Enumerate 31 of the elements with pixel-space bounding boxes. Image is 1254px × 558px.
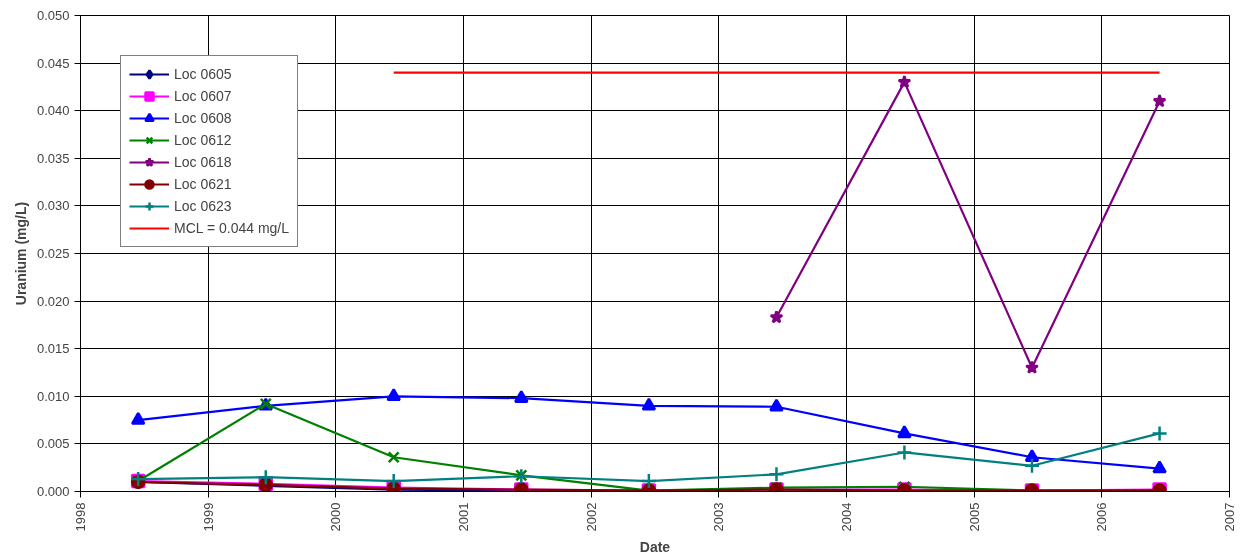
x-tick-label: 2003	[711, 502, 727, 532]
x-tick-label: 2005	[966, 502, 982, 532]
x-tick-label: 1998	[73, 502, 88, 532]
y-tick-label: 0.025	[36, 246, 70, 261]
legend-label: Loc 0607	[174, 88, 232, 104]
y-tick-label: 0.045	[36, 55, 70, 71]
x-axis-title: Date	[639, 539, 671, 556]
x-tick-label: 2007	[1222, 502, 1237, 532]
y-tick-label: 0.040	[36, 103, 70, 119]
legend-label: Loc 0618	[174, 154, 232, 170]
x-tick-label: 2006	[1094, 502, 1110, 532]
y-tick-label: 0.030	[36, 198, 70, 214]
y-tick-label: 0.015	[36, 341, 70, 357]
x-tick-label: 2002	[583, 502, 599, 532]
legend-label: Loc 0623	[174, 198, 232, 214]
y-tick-label: 0.050	[36, 8, 70, 23]
legend-label: Loc 0612	[174, 132, 232, 148]
y-tick-label: 0.020	[36, 293, 70, 309]
legend-label: Loc 0605	[174, 66, 232, 82]
y-tick-label: 0.005	[36, 436, 70, 452]
y-tick-label: 0.010	[36, 388, 70, 404]
y-axis-title: Uranium (mg/L)	[12, 201, 29, 306]
x-tick-label: 1999	[200, 502, 216, 532]
legend-label: MCL = 0.044 mg/L	[174, 220, 290, 236]
legend-label: Loc 0608	[174, 110, 232, 126]
x-tick-label: 2004	[838, 502, 854, 532]
y-tick-label: 0.000	[36, 484, 70, 499]
legend-label: Loc 0621	[174, 176, 232, 192]
x-tick-label: 2001	[456, 502, 472, 532]
y-tick-label: 0.035	[36, 150, 70, 166]
x-tick-label: 2000	[328, 502, 344, 532]
